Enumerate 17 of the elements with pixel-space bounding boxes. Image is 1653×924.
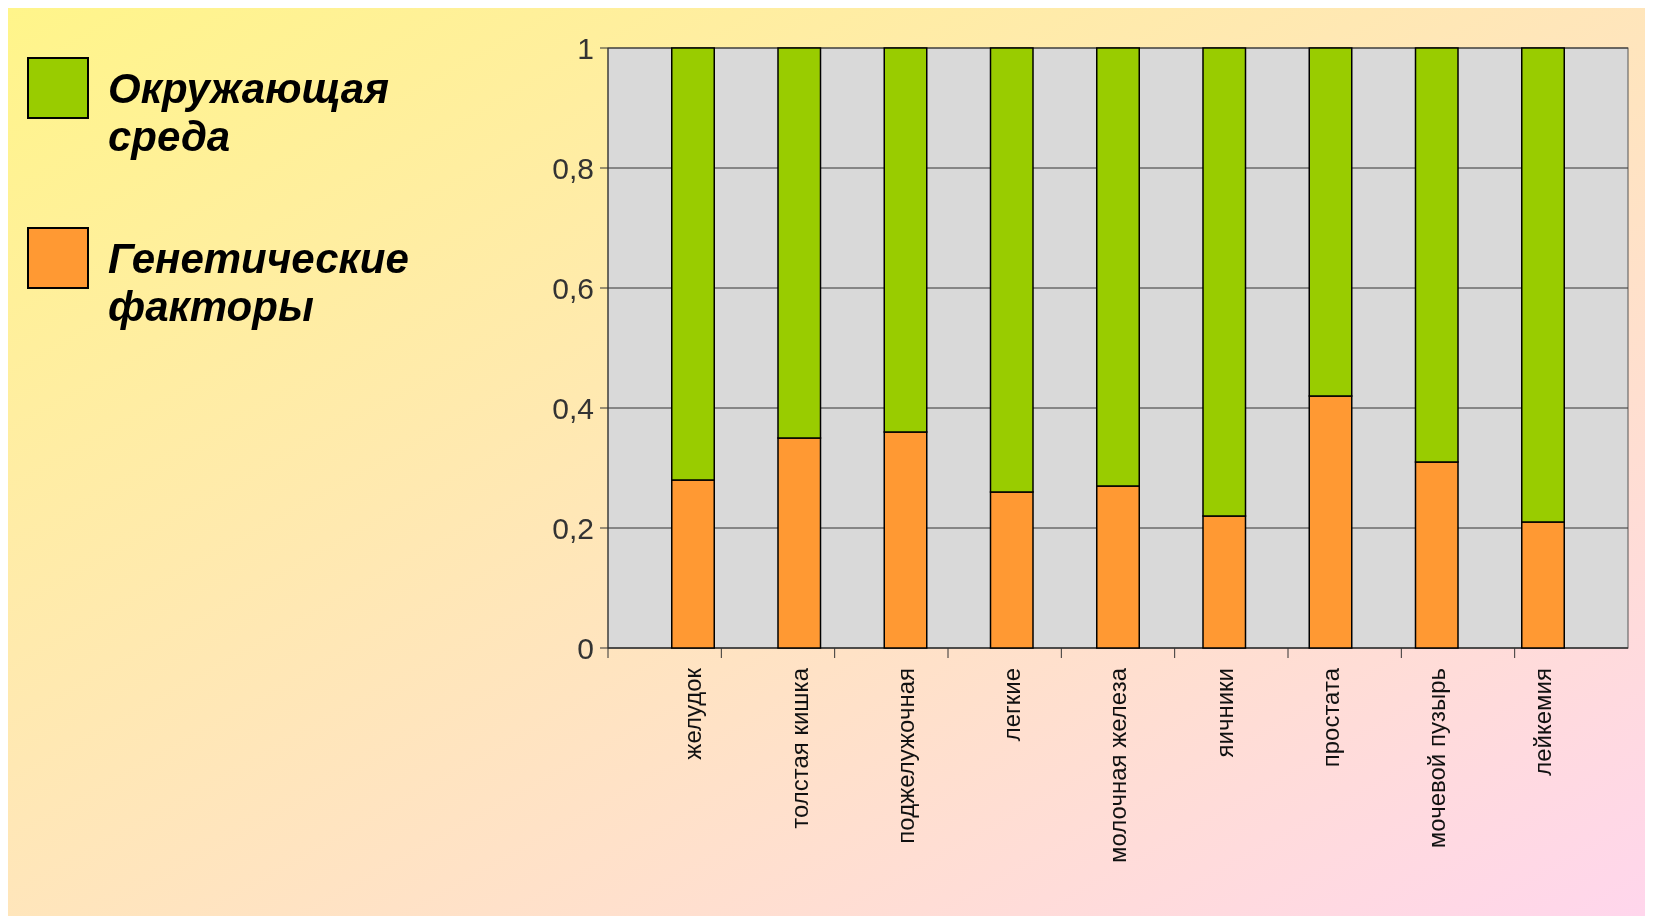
y-tick-label: 0,4 xyxy=(552,391,594,425)
x-tick-label: простата xyxy=(1316,667,1344,768)
x-tick-label: мочевой пузырь xyxy=(1423,668,1451,849)
y-tick-label: 0,8 xyxy=(552,151,594,185)
y-tick-label: 0 xyxy=(577,631,594,665)
x-tick-label: желудок xyxy=(679,667,707,760)
x-tick-label: лейкемия xyxy=(1529,668,1557,776)
x-tick-label: поджелужочная xyxy=(891,668,919,844)
x-tick-label: толстая кишка xyxy=(785,667,813,829)
legend-label: Генетические факторы xyxy=(108,235,409,331)
y-tick-label: 0,2 xyxy=(552,511,594,545)
legend-label: Окружающая среда xyxy=(108,65,389,161)
x-tick-label: молочная железа xyxy=(1104,667,1132,863)
x-tick-label: легкие xyxy=(998,668,1026,742)
y-tick-label: 0,6 xyxy=(552,271,594,305)
x-tick-label: яичники xyxy=(1210,668,1238,758)
y-tick-label: 1 xyxy=(577,31,594,65)
